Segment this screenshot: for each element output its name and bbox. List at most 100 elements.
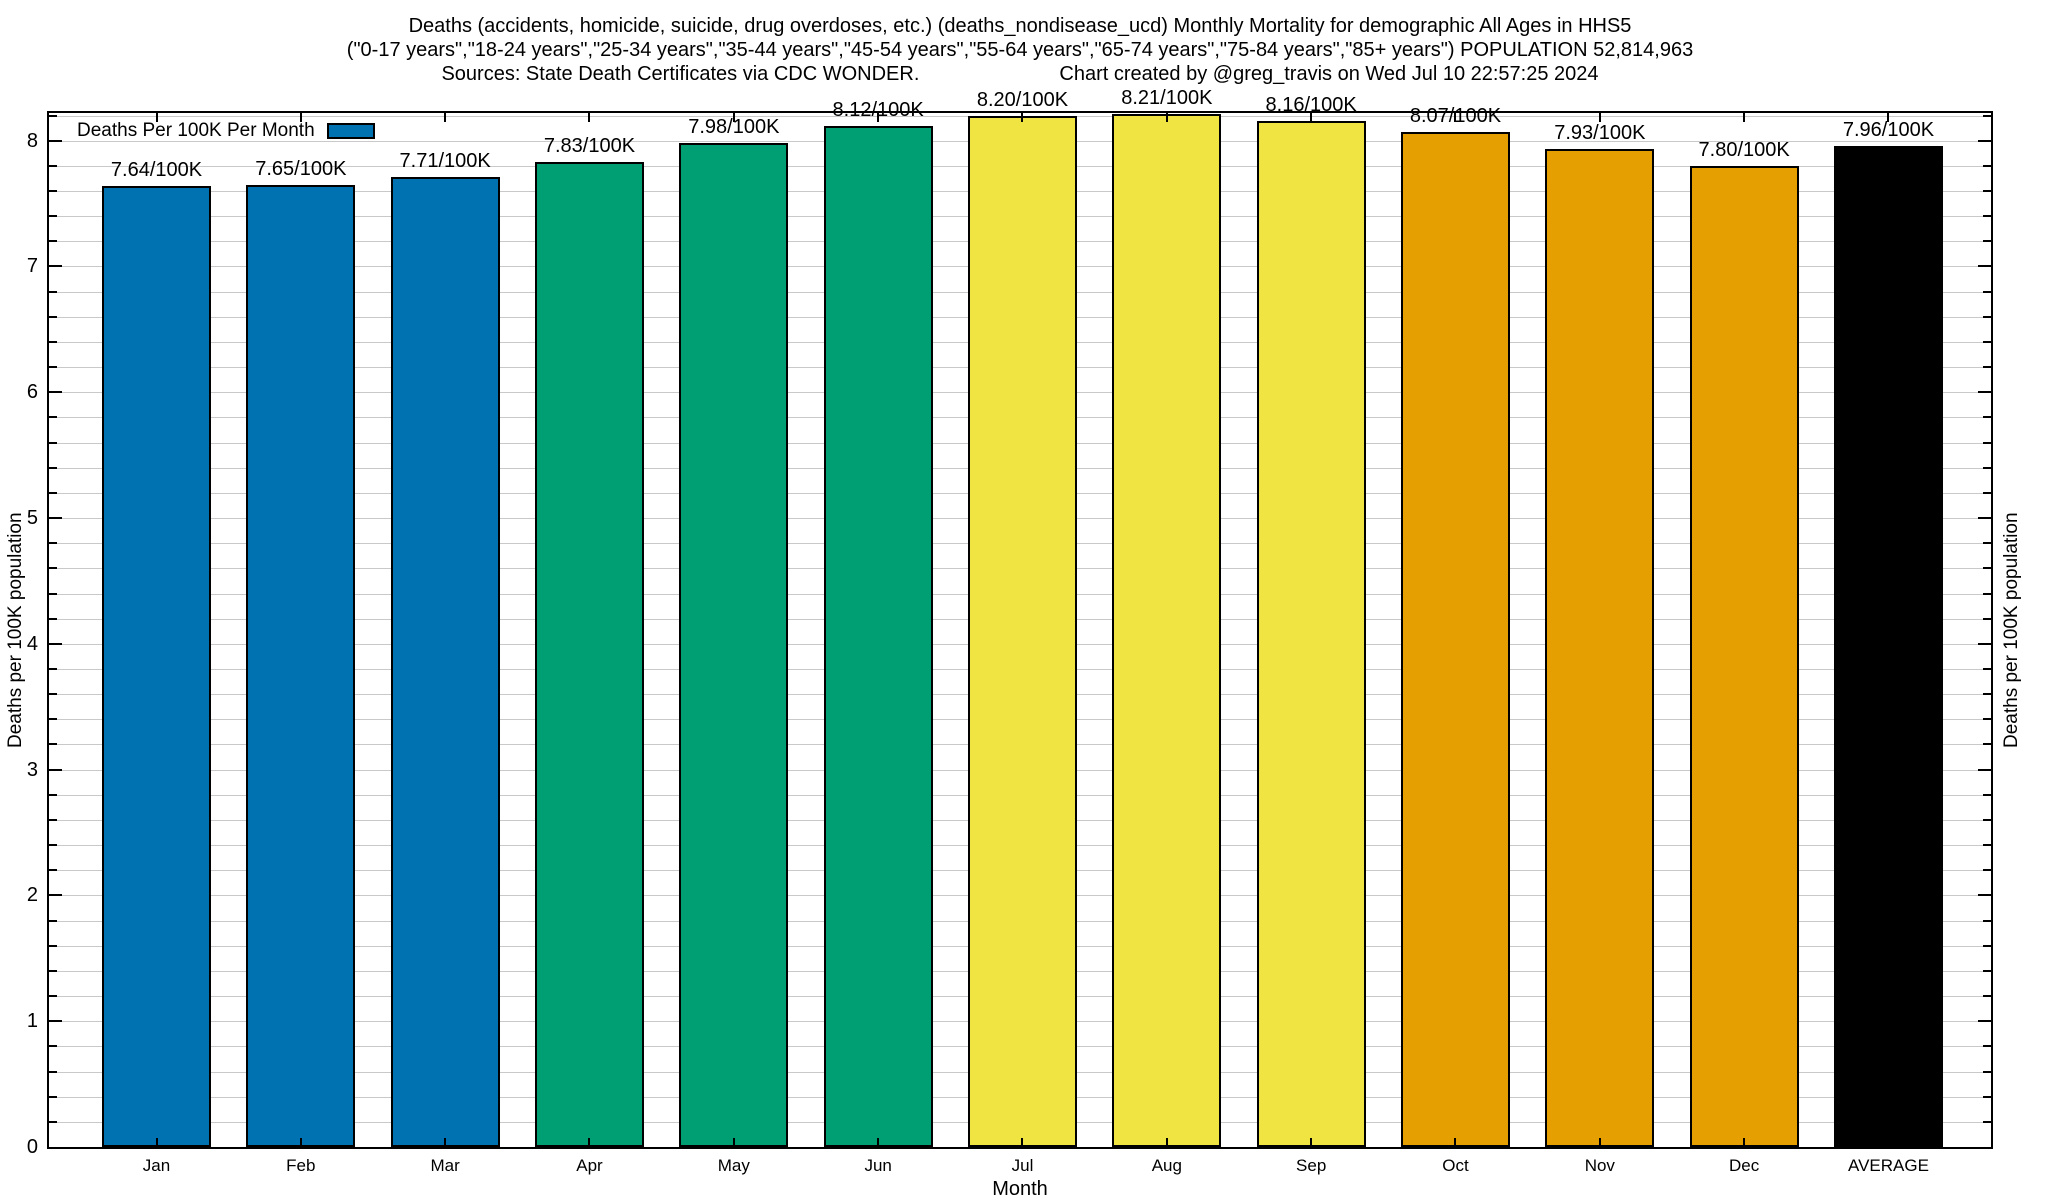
y-minor-tick [1983, 491, 1991, 494]
x-tick [1310, 113, 1313, 122]
y-minor-tick [49, 969, 57, 972]
y-minor-tick [1983, 1120, 1991, 1123]
x-tick [588, 1138, 591, 1147]
x-tick [588, 113, 591, 122]
y-minor-tick [1983, 290, 1991, 293]
x-tick-label: Apr [576, 1156, 603, 1175]
y-minor-tick [49, 290, 57, 293]
x-tick [1165, 113, 1168, 122]
y-minor-tick [1983, 617, 1991, 620]
bar-value-label: 8.21/100K [1121, 87, 1213, 110]
x-tick-label: Oct [1442, 1156, 1469, 1175]
bar [102, 185, 211, 1147]
y-minor-tick [49, 215, 57, 218]
y-minor-tick [1983, 240, 1991, 243]
y-minor-tick [49, 567, 57, 570]
x-tick-label: Sep [1296, 1156, 1327, 1175]
y-tick-label: 2 [26, 884, 38, 907]
y-minor-tick [1983, 818, 1991, 821]
y-major-tick [1978, 139, 1991, 142]
x-tick [299, 1138, 302, 1147]
y-minor-tick [1983, 919, 1991, 922]
bar-value-label: 7.83/100K [543, 135, 636, 158]
y-minor-tick [1983, 869, 1991, 872]
x-tick [1887, 1138, 1890, 1147]
y-minor-tick [49, 818, 57, 821]
y-minor-tick [1983, 164, 1991, 167]
y-minor-tick [49, 592, 57, 595]
x-tick [1021, 113, 1024, 122]
x-tick [732, 113, 735, 122]
y-minor-tick [49, 542, 57, 545]
x-tick-label: Mar [430, 1156, 460, 1175]
y-minor-tick [49, 869, 57, 872]
x-tick [877, 113, 880, 122]
x-tick [1021, 1138, 1024, 1147]
bar-value-label: 8.20/100K [976, 88, 1069, 111]
y-major-tick [1978, 1020, 1991, 1023]
x-tick-label: Jul [1011, 1156, 1034, 1175]
bar-value-label: 7.96/100K [1842, 118, 1935, 141]
y-minor-tick [49, 114, 57, 117]
y-minor-tick [1983, 114, 1991, 117]
y-minor-tick [1983, 1045, 1991, 1048]
x-tick [1743, 113, 1746, 122]
y-minor-tick [49, 793, 57, 796]
y-tick-label: 5 [26, 507, 38, 530]
y-minor-tick [1983, 793, 1991, 796]
y-minor-tick [49, 944, 57, 947]
y-major-tick [49, 517, 62, 520]
y-minor-tick [1983, 1070, 1991, 1073]
x-axis-title: Month [992, 1178, 1048, 1200]
bar [1400, 131, 1510, 1147]
y-minor-tick [1983, 969, 1991, 972]
bar [1545, 149, 1655, 1147]
y-minor-tick [1983, 189, 1991, 192]
y-tick-label: 4 [26, 632, 38, 655]
y-minor-tick [49, 340, 57, 343]
bar-value-label: 7.71/100K [399, 150, 491, 173]
bar-value-label: 7.80/100K [1698, 138, 1790, 161]
y-minor-tick [1983, 441, 1991, 444]
x-tick-label: AVERAGE [1848, 1156, 1929, 1175]
x-tick [877, 1138, 880, 1147]
y-major-tick [1978, 768, 1991, 771]
bar [823, 125, 933, 1147]
bar-value-label: 7.98/100K [688, 116, 780, 139]
bar [679, 143, 789, 1147]
y-minor-tick [49, 1095, 57, 1098]
y-minor-tick [1983, 466, 1991, 469]
x-tick [1454, 1138, 1457, 1147]
x-tick-label: Feb [286, 1156, 316, 1175]
y-minor-tick [1983, 718, 1991, 721]
x-tick [1743, 1138, 1746, 1147]
y-major-tick [1978, 642, 1991, 645]
x-tick [155, 1138, 158, 1147]
bar [1112, 114, 1222, 1147]
chart-title: Deaths (accidents, homicide, suicide, dr… [408, 15, 1632, 37]
x-tick [1310, 1138, 1313, 1147]
x-tick [732, 1138, 735, 1147]
chart-source-line: Sources: State Death Certificates via CD… [0, 62, 2040, 86]
legend-label: Deaths Per 100K Per Month [77, 120, 315, 141]
bar-value-label: 8.16/100K [1265, 93, 1357, 116]
y-minor-tick [1983, 567, 1991, 570]
source-note: Sources: State Death Certificates via CD… [441, 63, 920, 85]
x-tick [155, 113, 158, 122]
x-tick [1598, 113, 1601, 122]
bar [246, 184, 356, 1147]
y-minor-tick [1983, 1095, 1991, 1098]
x-tick [1887, 113, 1890, 122]
y-minor-tick [49, 617, 57, 620]
y-minor-tick [49, 1120, 57, 1123]
y-minor-tick [1983, 366, 1991, 369]
bar-value-label: 7.65/100K [255, 157, 347, 180]
y-minor-tick [49, 844, 57, 847]
x-tick [1454, 113, 1457, 122]
y-minor-tick [1983, 215, 1991, 218]
y-minor-tick [49, 416, 57, 419]
y-minor-tick [49, 315, 57, 318]
y-major-tick [49, 265, 62, 268]
y-minor-tick [49, 919, 57, 922]
